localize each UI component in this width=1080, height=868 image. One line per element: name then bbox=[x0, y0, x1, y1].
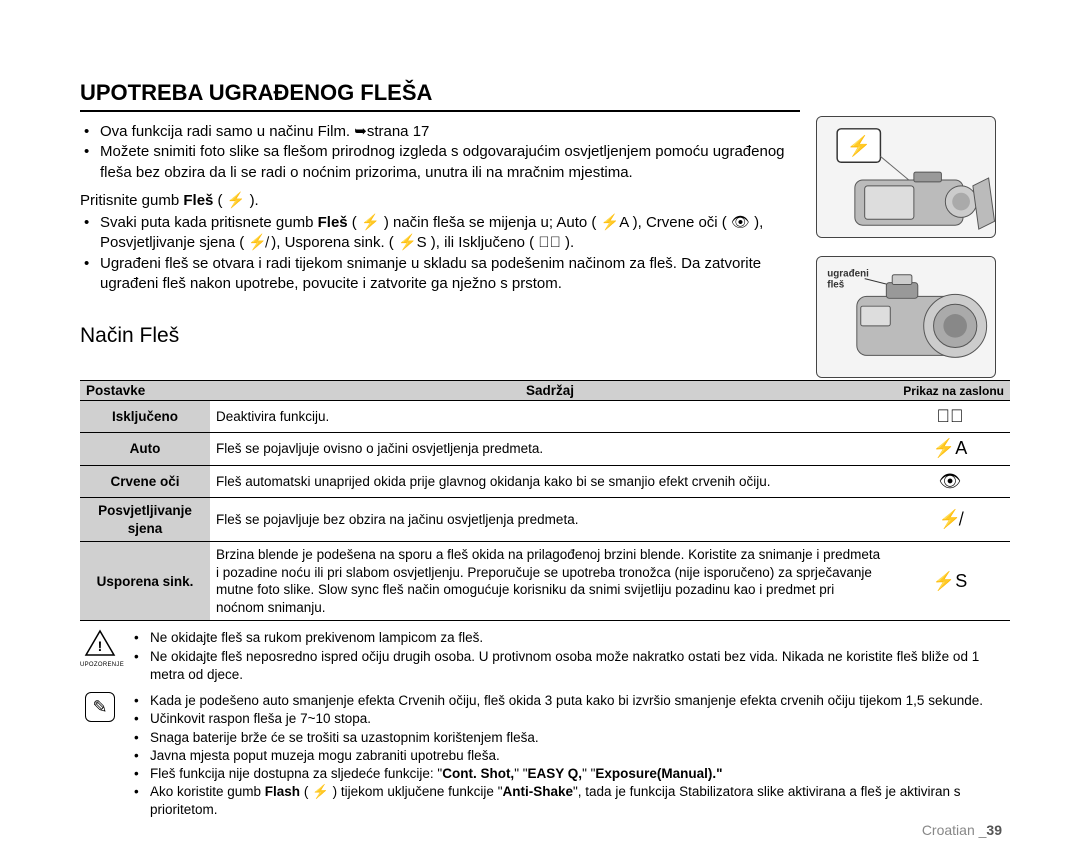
svg-text:!: ! bbox=[98, 638, 103, 654]
figure-builtin-flash: ugrađeni fleš bbox=[816, 256, 996, 378]
flash-modes-table: Postavke Sadržaj Prikaz na zaslonu Isklj… bbox=[80, 380, 1010, 621]
note-item: Fleš funkcija nije dostupna za sljedeće … bbox=[132, 765, 1010, 783]
note-item: Učinkovit raspon fleša je 7~10 stopa. bbox=[132, 710, 1010, 728]
note-item: Javna mjesta poput muzeja mogu zabraniti… bbox=[132, 747, 1010, 765]
press-suffix: ( ⚡ ). bbox=[213, 192, 258, 209]
figure-column: ⚡ ugrađeni fleš bbox=[816, 116, 996, 378]
section-subtitle: Način Fleš bbox=[80, 322, 800, 350]
table-row: Posvjetljivanje sjena Fleš se pojavljuje… bbox=[80, 498, 1010, 542]
sub-item-1: Svaki puta kada pritisnete gumb Fleš ( ⚡… bbox=[80, 213, 800, 254]
press-instruction: Pritisnite gumb Fleš ( ⚡ ). bbox=[80, 191, 800, 211]
note-item: Ako koristite gumb Flash ( ⚡ ) tijekom u… bbox=[132, 783, 1010, 819]
cell-content: Fleš automatski unaprijed okida prije gl… bbox=[210, 465, 890, 497]
figure-flash-button: ⚡ bbox=[816, 116, 996, 238]
n6-m: ( ⚡ ) tijekom uključene funkcije " bbox=[300, 784, 502, 799]
sub1-bold: Fleš bbox=[318, 214, 348, 231]
notes-block: ✎ Kada je podešeno auto smanjenje efekta… bbox=[80, 692, 1010, 820]
press-prefix: Pritisnite gumb bbox=[80, 192, 183, 209]
n5-m2: " " bbox=[582, 766, 595, 781]
fig2-label1: ugrađeni bbox=[827, 269, 869, 280]
table-row: Usporena sink. Brzina blende je podešena… bbox=[80, 542, 1010, 621]
cell-icon: ⚡⃠ bbox=[890, 401, 1010, 433]
th-display: Prikaz na zaslonu bbox=[890, 381, 1010, 401]
footer-page-number: 39 bbox=[986, 822, 1002, 838]
cell-content: Fleš se pojavljuje bez obzira na jačinu … bbox=[210, 498, 890, 542]
warning-label: UPOZORENJE bbox=[80, 661, 120, 669]
intro-item-1: Ova funkcija radi samo u načinu Film. ➥s… bbox=[80, 122, 800, 142]
note-item: Snaga baterije brže će se trošiti sa uza… bbox=[132, 729, 1010, 747]
table-row: Crvene oči Fleš automatski unaprijed oki… bbox=[80, 465, 1010, 497]
note-pencil-icon: ✎ bbox=[85, 692, 115, 722]
notes-list: Kada je podešeno auto smanjenje efekta C… bbox=[132, 692, 1010, 820]
n5-b3: Exposure(Manual)." bbox=[595, 766, 722, 781]
footer-lang: Croatian bbox=[922, 822, 979, 838]
n5-b2: EASY Q, bbox=[528, 766, 583, 781]
intro-item-2: Možete snimiti foto slike sa flešom prir… bbox=[80, 142, 800, 183]
table-row: Auto Fleš se pojavljuje ovisno o jačini … bbox=[80, 433, 1010, 465]
th-settings: Postavke bbox=[80, 381, 210, 401]
page-footer: Croatian _39 bbox=[922, 822, 1002, 838]
cell-setting: Isključeno bbox=[80, 401, 210, 433]
intro-list: Ova funkcija radi samo u načinu Film. ➥s… bbox=[80, 122, 800, 183]
cell-content: Brzina blende je podešena na sporu a fle… bbox=[210, 542, 890, 621]
sub-item-2: Ugrađeni fleš se otvara i radi tijekom s… bbox=[80, 254, 800, 295]
warning-block: ! UPOZORENJE Ne okidajte fleš sa rukom p… bbox=[80, 629, 1010, 684]
th-content: Sadržaj bbox=[210, 381, 890, 401]
warning-triangle-icon: ! bbox=[84, 629, 116, 657]
cell-setting: Usporena sink. bbox=[80, 542, 210, 621]
svg-text:⚡: ⚡ bbox=[847, 134, 871, 157]
note-item: Kada je podešeno auto smanjenje efekta C… bbox=[132, 692, 1010, 710]
n5-b1: Cont. Shot, bbox=[442, 766, 514, 781]
warning-item: Ne okidajte fleš neposredno ispred očiju… bbox=[132, 648, 1010, 684]
sub1-a: Svaki puta kada pritisnete gumb bbox=[100, 214, 318, 231]
page-title: UPOTREBA UGRAĐENOG FLEŠA bbox=[80, 80, 800, 112]
cell-icon: ⚡̸ bbox=[890, 498, 1010, 542]
press-bold: Fleš bbox=[183, 192, 213, 209]
cell-content: Deaktivira funkciju. bbox=[210, 401, 890, 433]
cell-icon: ⚡S bbox=[890, 542, 1010, 621]
n5-a: Fleš funkcija nije dostupna za sljedeće … bbox=[150, 766, 442, 781]
fig2-label2: fleš bbox=[827, 279, 844, 290]
cell-setting: Posvjetljivanje sjena bbox=[80, 498, 210, 542]
cell-icon: 👁 bbox=[890, 465, 1010, 497]
cell-setting: Crvene oči bbox=[80, 465, 210, 497]
cell-icon: ⚡A bbox=[890, 433, 1010, 465]
table-row: Isključeno Deaktivira funkciju. ⚡⃠ bbox=[80, 401, 1010, 433]
warning-item: Ne okidajte fleš sa rukom prekivenom lam… bbox=[132, 629, 1010, 647]
sub-list: Svaki puta kada pritisnete gumb Fleš ( ⚡… bbox=[80, 213, 800, 294]
n5-m1: " " bbox=[514, 766, 527, 781]
n6-b2: Anti-Shake bbox=[502, 784, 573, 799]
warning-list: Ne okidajte fleš sa rukom prekivenom lam… bbox=[132, 629, 1010, 684]
cell-setting: Auto bbox=[80, 433, 210, 465]
n6-a: Ako koristite gumb bbox=[150, 784, 265, 799]
n6-b1: Flash bbox=[265, 784, 300, 799]
cell-content: Fleš se pojavljuje ovisno o jačini osvje… bbox=[210, 433, 890, 465]
